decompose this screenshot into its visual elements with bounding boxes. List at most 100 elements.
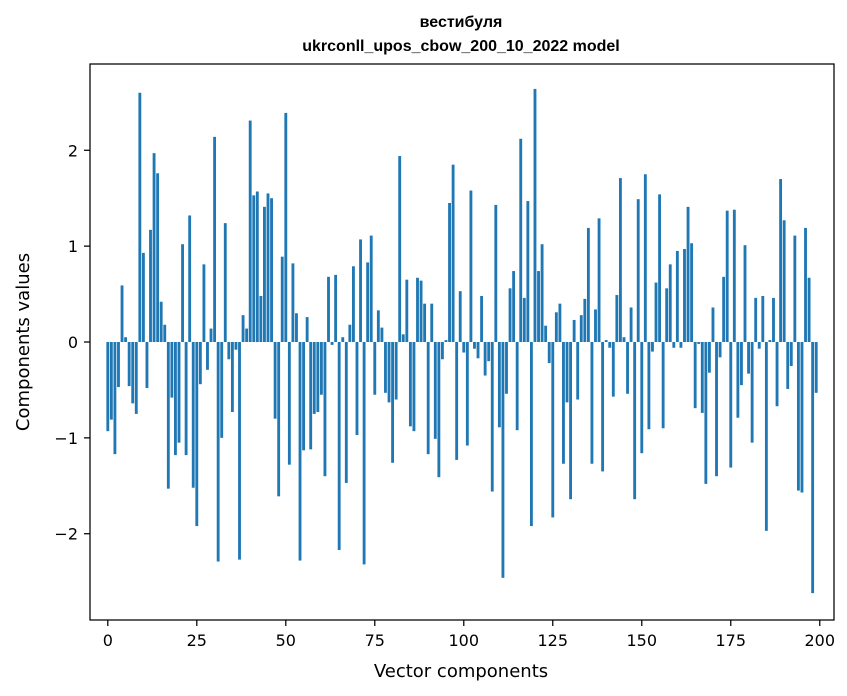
- bar: [230, 342, 234, 412]
- bar: [437, 342, 441, 478]
- bar: [775, 342, 779, 407]
- bar: [337, 342, 341, 551]
- bar: [341, 337, 345, 342]
- bar: [266, 193, 270, 342]
- bar: [736, 342, 740, 418]
- bar: [359, 239, 362, 342]
- bar: [743, 245, 747, 342]
- bar: [533, 88, 537, 342]
- bar: [302, 342, 306, 451]
- bar: [711, 307, 715, 342]
- bar: [145, 342, 149, 389]
- bar: [451, 164, 455, 342]
- y-tick-label: 1: [68, 237, 78, 256]
- bar: [284, 112, 288, 342]
- chart-subtitle: ukrconll_upos_cbow_200_10_2022 model: [302, 38, 619, 55]
- bar: [654, 282, 658, 342]
- bar: [405, 279, 409, 342]
- bar: [779, 179, 783, 342]
- bar: [715, 342, 718, 477]
- bar: [718, 342, 722, 358]
- bar: [227, 342, 231, 360]
- bar: [433, 342, 437, 439]
- bar: [291, 263, 295, 342]
- bar: [469, 190, 473, 342]
- bar: [195, 342, 199, 527]
- bar: [497, 342, 501, 428]
- bar: [170, 342, 174, 398]
- bar: [725, 210, 729, 342]
- bar: [754, 297, 758, 342]
- bar: [141, 252, 145, 342]
- x-tick-label: 75: [365, 631, 385, 650]
- bar: [658, 194, 661, 342]
- bar: [216, 342, 220, 562]
- x-tick-label: 125: [538, 631, 569, 650]
- bar: [408, 342, 412, 427]
- bar: [426, 342, 430, 455]
- bar: [323, 342, 327, 477]
- bar: [287, 342, 291, 465]
- bar: [640, 342, 644, 454]
- bar: [576, 342, 580, 400]
- x-tick-label: 25: [187, 631, 207, 650]
- bar: [693, 342, 697, 409]
- bar: [255, 191, 259, 342]
- bar: [441, 342, 444, 360]
- bar: [305, 317, 309, 342]
- bar: [661, 342, 665, 429]
- bar: [106, 342, 110, 432]
- bar: [206, 342, 209, 370]
- bar: [740, 342, 743, 386]
- bar: [149, 229, 152, 342]
- bar: [807, 277, 811, 342]
- x-tick-label: 50: [276, 631, 296, 650]
- y-tick-label: −2: [54, 525, 78, 544]
- bar: [181, 244, 184, 342]
- bar: [138, 92, 142, 342]
- bar: [519, 138, 523, 342]
- bar: [387, 342, 391, 403]
- bar: [789, 342, 793, 366]
- bar: [601, 342, 605, 472]
- bar: [152, 153, 156, 342]
- bar: [273, 342, 277, 419]
- bar: [209, 328, 213, 342]
- bar: [793, 235, 797, 342]
- bar: [522, 297, 526, 342]
- bar: [444, 340, 448, 342]
- bar: [651, 342, 654, 352]
- bar: [277, 342, 281, 497]
- bar: [455, 342, 459, 460]
- bar: [163, 324, 167, 342]
- bar: [626, 342, 629, 394]
- y-axis-label: Components values: [13, 253, 34, 431]
- bar: [505, 342, 508, 394]
- bar: [412, 342, 416, 432]
- bar: [700, 342, 704, 413]
- bar: [259, 295, 263, 342]
- bar: [796, 342, 800, 491]
- y-axis: −2 −1 0 1 2: [54, 141, 90, 544]
- bar: [220, 342, 224, 438]
- bar: [348, 324, 352, 342]
- bar: [380, 327, 384, 342]
- bar: [764, 342, 768, 531]
- bar: [241, 315, 245, 342]
- bar: [668, 264, 672, 342]
- bar: [622, 337, 626, 342]
- bar: [729, 342, 733, 468]
- bar: [109, 342, 113, 420]
- bar: [618, 178, 622, 342]
- bar: [608, 342, 612, 348]
- bar: [373, 342, 377, 395]
- bar: [547, 342, 551, 364]
- bar: [295, 313, 298, 342]
- bar: [529, 342, 533, 527]
- bar: [248, 120, 252, 342]
- bar: [309, 342, 313, 450]
- bar: [120, 285, 124, 342]
- bar: [554, 312, 558, 342]
